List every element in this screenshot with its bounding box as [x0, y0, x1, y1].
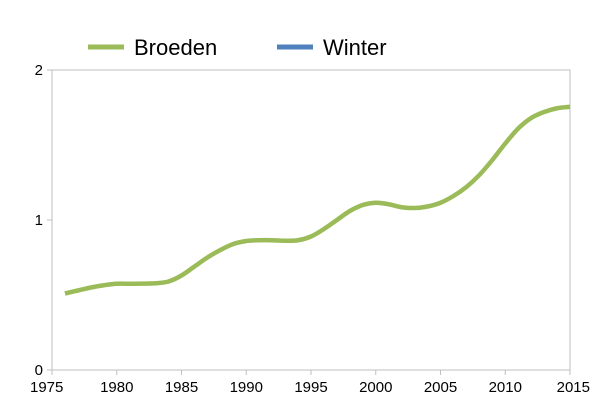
x-tick-label: 1995 — [294, 379, 327, 396]
x-tick-label: 2015 — [557, 379, 590, 396]
x-tick-label: 2010 — [489, 379, 522, 396]
y-tick-label: 1 — [35, 212, 43, 229]
series-layer — [64, 104, 571, 296]
x-axis: 1975 1980 1985 1990 1995 2000 2005 2010 2015 — [30, 370, 590, 396]
y-tick-label: 2 — [35, 62, 43, 79]
x-tick-label: 1990 — [230, 379, 263, 396]
legend: Broeden Winter — [88, 35, 387, 60]
legend-label-winter: Winter — [323, 35, 387, 60]
y-tick-label: 0 — [35, 362, 43, 379]
plot-area — [51, 69, 571, 371]
x-tick-label: 1975 — [30, 379, 63, 396]
x-tick-label: 2000 — [359, 379, 392, 396]
series-line-broeden — [64, 104, 571, 296]
x-tick-label: 1980 — [100, 379, 133, 396]
legend-label-broeden: Broeden — [134, 35, 217, 60]
x-tick-label: 2005 — [424, 379, 457, 396]
x-tick-label: 1985 — [165, 379, 198, 396]
y-axis: 0 1 2 — [35, 62, 52, 379]
